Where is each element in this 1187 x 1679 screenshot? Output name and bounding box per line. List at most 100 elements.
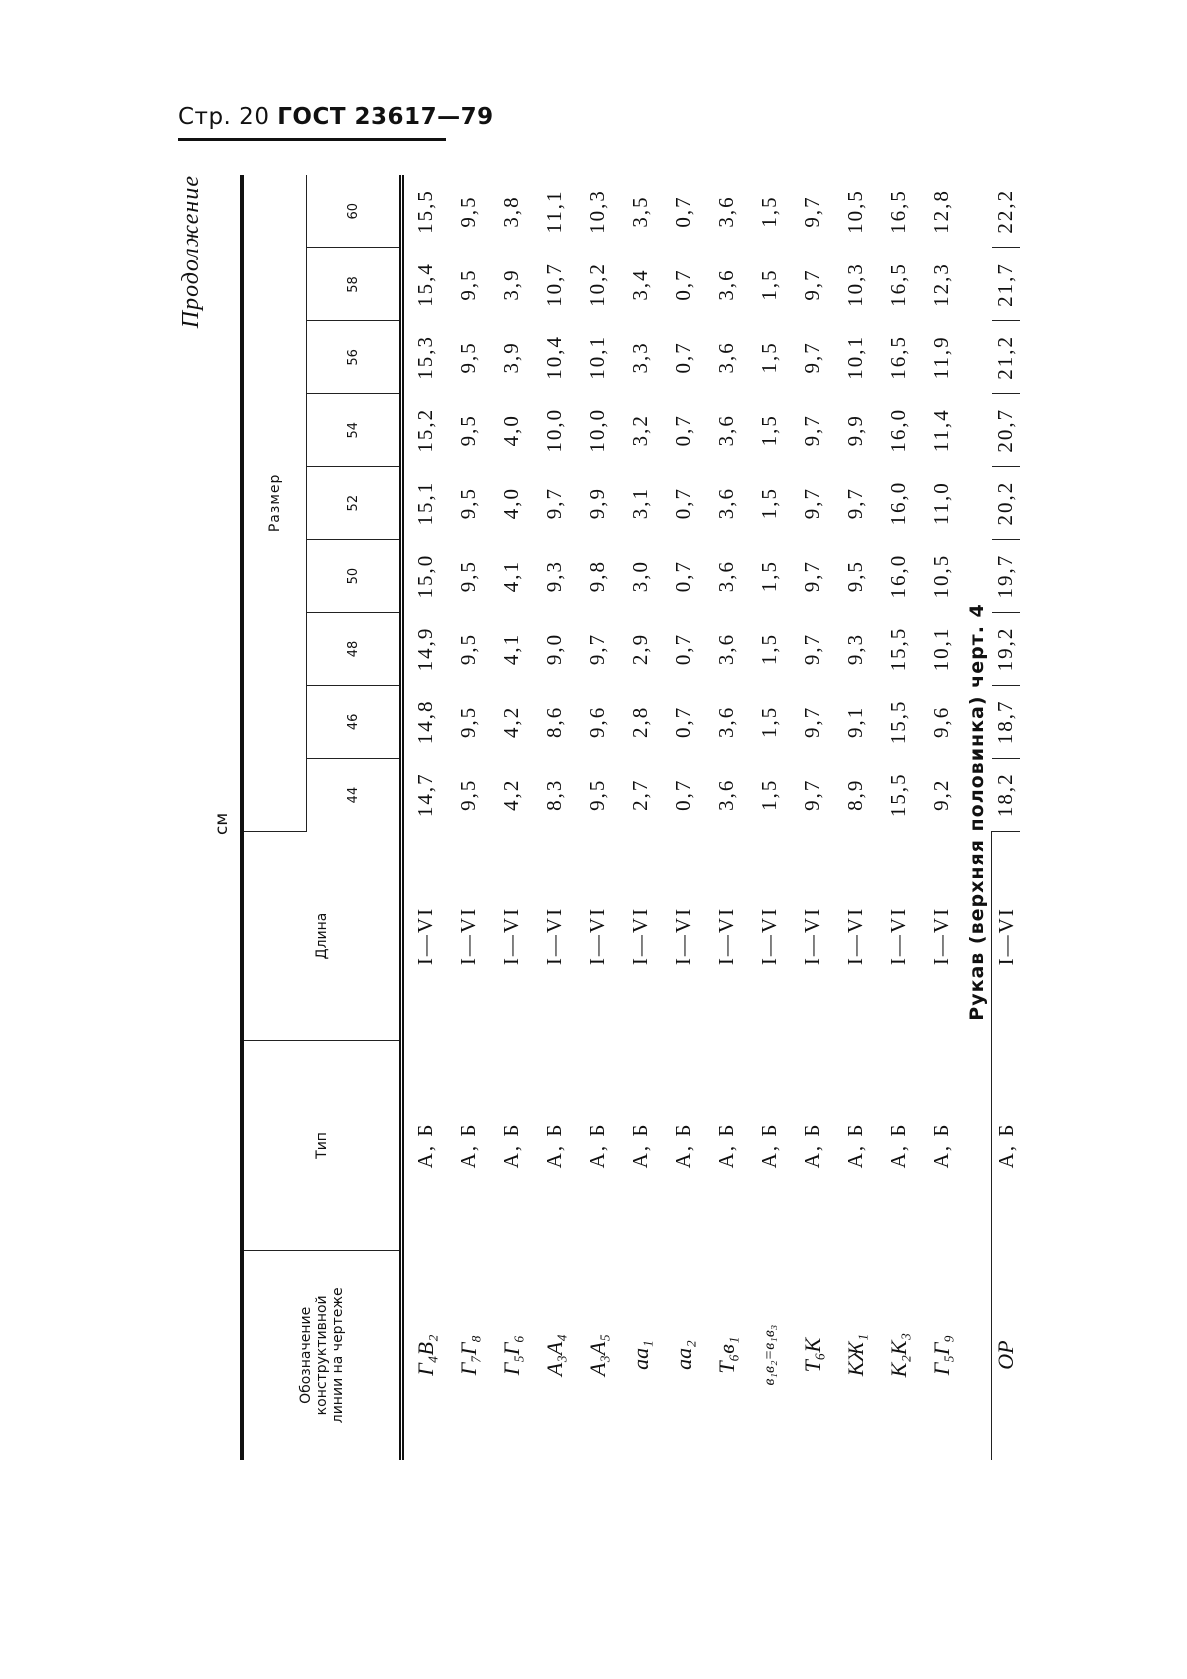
- table-row: Т₆К А, Б I—VI 9,7 9,7 9,7 9,7 9,7 9,7 9,7 9,7 9,7: [791, 175, 834, 1460]
- value-cell: 4,0: [499, 414, 523, 447]
- type-cell: А, Б: [456, 1122, 480, 1169]
- rotated-table-block: Продолжение см Обозначение конструктивно…: [170, 175, 1020, 1465]
- value-cell: 3,1: [628, 487, 652, 520]
- value-cell: 1,5: [757, 341, 781, 374]
- value-cell: 12,8: [929, 189, 953, 234]
- value-cell: 14,9: [413, 626, 437, 672]
- value-cell: 9,7: [800, 487, 824, 520]
- value-cell: 4,2: [499, 705, 523, 739]
- value-cell: 22,2: [991, 175, 1020, 248]
- value-cell: 0,7: [671, 341, 695, 374]
- length-cell: I—VI: [886, 906, 910, 966]
- table-row: аа₁ А, Б I—VI 2,7 2,8 2,9 3,0 3,1 3,2 3,3 3,4 3,5: [619, 175, 662, 1460]
- value-cell: 9,7: [585, 632, 609, 666]
- value-cell: 0,7: [671, 268, 695, 301]
- value-cell: 19,7: [991, 539, 1020, 613]
- header-type: Тип: [242, 1040, 402, 1251]
- value-cell: 3,3: [628, 341, 652, 374]
- value-cell: 10,1: [929, 626, 953, 672]
- value-cell: 2,9: [628, 632, 652, 666]
- value-cell: 20,2: [991, 466, 1020, 540]
- table-row: Т₆в₁ А, Б I—VI 3,6 3,6 3,6 3,6 3,6 3,6 3,6 3,6 3,6: [705, 175, 748, 1460]
- value-cell: 15,5: [886, 699, 910, 745]
- designation-cell: К₂К₃: [885, 1332, 911, 1378]
- value-cell: 15,5: [886, 772, 910, 818]
- header-size-52: 52: [306, 466, 402, 540]
- designation-cell: аа₂: [670, 1340, 696, 1370]
- table-row: в₁в₂=в₁в₃ А, Б I—VI 1,5 1,5 1,5 1,5 1,5 1,5 1,5 1,…: [748, 175, 791, 1460]
- header-rule: [178, 138, 446, 141]
- value-cell: 15,2: [413, 407, 437, 453]
- value-cell: 9,7: [800, 632, 824, 666]
- type-cell: А, Б: [757, 1122, 781, 1169]
- value-cell: 15,3: [413, 334, 437, 380]
- spacer: [963, 1041, 992, 1460]
- value-cell: 3,5: [628, 195, 652, 228]
- value-cell: 1,5: [757, 705, 781, 739]
- type-cell: А, Б: [800, 1122, 824, 1169]
- value-cell: 11,9: [929, 335, 953, 380]
- designation-cell: в₁в₂=в₁в₃: [760, 1324, 778, 1386]
- length-cell: I—VI: [714, 906, 738, 966]
- value-cell: 9,5: [456, 778, 480, 811]
- value-cell: 14,8: [413, 699, 437, 745]
- header-size-44: 44: [306, 758, 402, 832]
- designation-cell: Т₆в₁: [713, 1336, 739, 1374]
- value-cell: 9,5: [456, 414, 480, 447]
- value-cell: 4,0: [499, 487, 523, 520]
- value-cell: 18,2: [991, 758, 1020, 832]
- value-cell: 9,7: [800, 414, 824, 447]
- value-cell: 10,0: [542, 407, 566, 453]
- type-cell: А, Б: [413, 1122, 437, 1169]
- value-cell: 9,7: [542, 487, 566, 520]
- value-cell: 15,4: [413, 262, 437, 307]
- value-cell: 10,3: [585, 189, 609, 234]
- length-cell: I—VI: [585, 906, 609, 966]
- length-cell: I—VI: [671, 906, 695, 966]
- designation-cell: А₃А₄: [541, 1333, 567, 1377]
- length-cell: I—VI: [757, 906, 781, 966]
- value-cell: 10,1: [843, 334, 867, 380]
- value-cell: 9,7: [800, 705, 824, 739]
- length-cell: I—VI: [991, 831, 1020, 1041]
- type-cell: А, Б: [929, 1122, 953, 1169]
- value-cell: 14,7: [413, 772, 437, 818]
- value-cell: 8,9: [843, 778, 867, 811]
- length-cell: I—VI: [628, 906, 652, 966]
- value-cell: 9,7: [800, 268, 824, 301]
- value-cell: 15,5: [413, 189, 437, 234]
- value-cell: 3,9: [499, 341, 523, 374]
- designation-cell: Г₇Г₈: [455, 1334, 481, 1376]
- value-cell: 9,9: [585, 487, 609, 520]
- header-size-48: 48: [306, 612, 402, 686]
- value-cell: 4,1: [499, 632, 523, 666]
- type-cell: А, Б: [843, 1122, 867, 1169]
- type-cell: А, Б: [628, 1122, 652, 1169]
- value-cell: 9,7: [843, 487, 867, 520]
- unit-label: см: [212, 812, 232, 835]
- header-size-58: 58: [306, 248, 402, 321]
- value-cell: 19,2: [991, 612, 1020, 686]
- value-cell: 9,7: [800, 778, 824, 811]
- standard-number: ГОСТ 23617—79: [277, 104, 494, 130]
- value-cell: 16,5: [886, 189, 910, 234]
- value-cell: 9,2: [929, 778, 953, 811]
- value-cell: 3,2: [628, 414, 652, 447]
- value-cell: 3,9: [499, 268, 523, 301]
- table-row: ОР А, Б I—VI 18,2 18,7 19,2 19,7 20,2 20,7 21,2 21…: [991, 175, 1020, 1460]
- designation-cell: КЖ₁: [842, 1333, 868, 1377]
- length-cell: I—VI: [413, 906, 437, 966]
- value-cell: 9,5: [843, 559, 867, 593]
- type-cell: А, Б: [886, 1122, 910, 1169]
- value-cell: 0,7: [671, 487, 695, 520]
- value-cell: 8,6: [542, 705, 566, 739]
- value-cell: 9,5: [585, 778, 609, 811]
- value-cell: 3,6: [714, 268, 738, 301]
- value-cell: 10,1: [585, 334, 609, 380]
- designation-cell: А₃А₅: [584, 1333, 610, 1377]
- header-size-60: 60: [306, 175, 402, 248]
- page-header: Стр. 20 ГОСТ 23617—79: [178, 104, 494, 130]
- value-cell: 9,5: [456, 705, 480, 739]
- value-cell: 1,5: [757, 195, 781, 228]
- type-cell: А, Б: [671, 1122, 695, 1169]
